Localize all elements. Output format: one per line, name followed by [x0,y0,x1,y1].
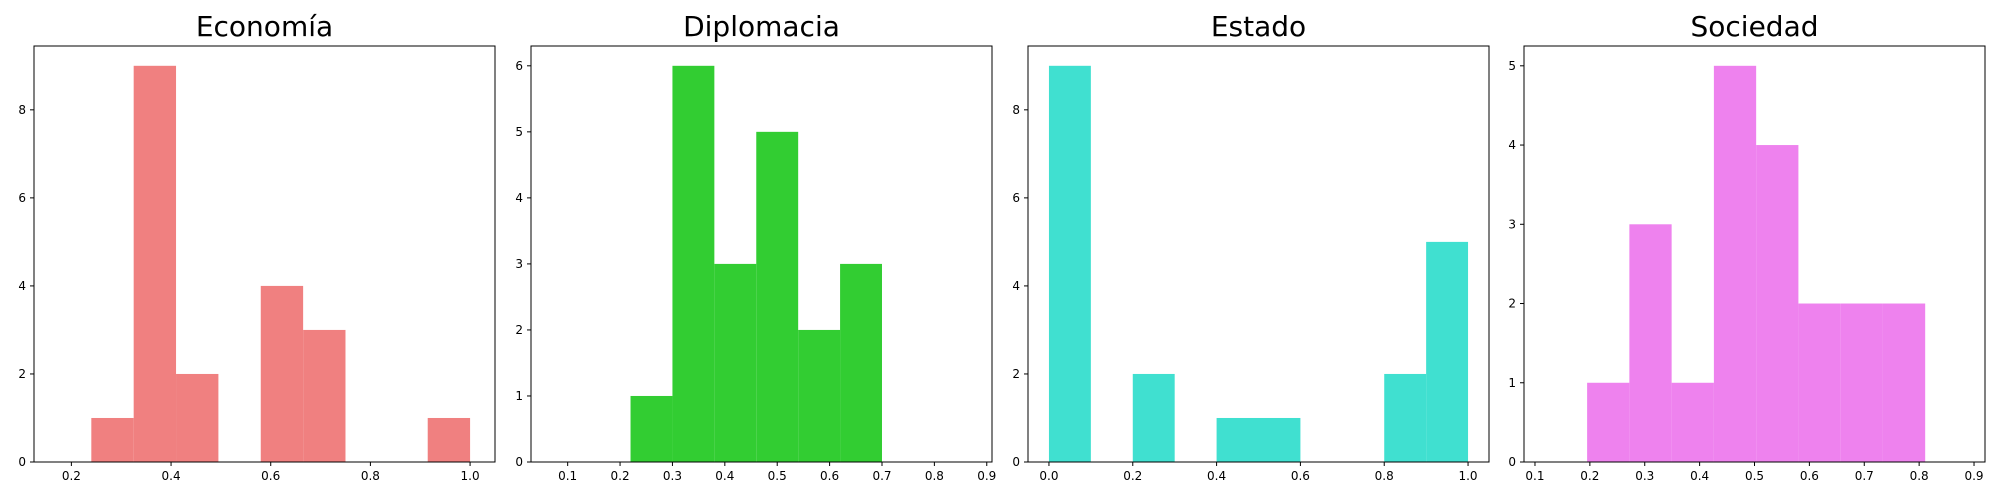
panel-sociedad: 0.1 0.2 0.3 0.4 0.5 0.6 0.7 0.8 0.9 0 1 2 3 4 5 Socieda… [1508,10,1986,483]
estado-ytick-label: 4 [1012,279,1020,293]
estado-bar-0 [1048,65,1091,463]
economia-ytick-label: 8 [18,103,26,117]
sociedad-bar-0 [1587,382,1630,462]
diplomacia-xtick-label: 0.8 [925,469,944,483]
diplomacia-bar-2 [714,263,757,462]
economia-ytick-label: 2 [18,367,26,381]
economia-xtick-label: 0.4 [162,469,181,483]
economia-bar-5 [303,329,346,462]
panel-economia: 0.2 0.4 0.6 0.8 1.0 0 2 4 6 8 Economía [18,10,496,483]
economia-xtick-label: 0.8 [361,469,380,483]
estado-bar-8 [1384,373,1427,462]
economia-bar-8 [427,417,471,462]
estado-ytick-label: 8 [1012,103,1020,117]
estado-axes-frame [1027,45,1490,463]
estado-ytick-label: 2 [1012,367,1020,381]
economia-ytick-label: 6 [18,191,26,205]
economia-ytick-label: 0 [18,455,26,469]
sociedad-ytick-label: 1 [1508,376,1516,390]
sociedad-bar-1 [1629,224,1672,462]
sociedad-ytick-label: 0 [1508,455,1516,469]
economia-xtick-label: 0.6 [261,469,280,483]
estado-ytick-label: 6 [1012,191,1020,205]
economia-title: Economía [196,10,333,43]
estado-ytick-label: 0 [1012,455,1020,469]
economia-xtick-label: 0.2 [62,469,81,483]
estado-bar-9 [1426,241,1469,462]
sociedad-xtick-label: 0.7 [1855,469,1874,483]
sociedad-bar-6 [1840,303,1883,462]
economia-xtick-label: 1.0 [461,469,480,483]
diplomacia-title: Diplomacia [683,10,840,43]
sociedad-bar-3 [1713,65,1757,463]
sociedad-bar-5 [1798,303,1841,462]
sociedad-xtick-label: 0.3 [1635,469,1654,483]
sociedad-xtick-label: 0.1 [1525,469,1544,483]
diplomacia-bar-3 [756,131,799,463]
economia-bar-4 [260,285,304,462]
economia-bar-2 [176,373,219,462]
diplomacia-axes-frame [530,45,993,463]
diplomacia-ytick-label: 1 [515,389,523,403]
sociedad-ytick-label: 5 [1508,59,1516,73]
sociedad-xtick-label: 0.8 [1910,469,1929,483]
diplomacia-xtick-label: 0.4 [715,469,734,483]
economia-axes-frame [33,45,496,463]
estado-bar-5 [1258,417,1301,462]
estado-bar-4 [1216,417,1259,462]
diplomacia-ytick-label: 0 [515,455,523,469]
estado-xtick-label: 0.8 [1375,469,1394,483]
diplomacia-xtick-label: 0.3 [663,469,682,483]
diplomacia-bar-1 [672,65,715,463]
sociedad-xtick-label: 0.2 [1580,469,1599,483]
sociedad-bar-4 [1756,145,1799,463]
sociedad-xtick-label: 0.6 [1800,469,1819,483]
panel-estado: 0.0 0.2 0.4 0.6 0.8 1.0 0 2 4 6 8 Estado [1012,10,1490,483]
estado-title: Estado [1211,10,1306,43]
sociedad-ytick-label: 4 [1508,138,1516,152]
estado-xtick-label: 0.0 [1039,469,1058,483]
estado-xtick-label: 0.2 [1123,469,1142,483]
estado-bar-2 [1132,373,1175,462]
diplomacia-ytick-label: 2 [515,323,523,337]
estado-xtick-label: 0.4 [1207,469,1226,483]
diplomacia-bar-0 [630,395,673,462]
diplomacia-xtick-label: 0.2 [611,469,630,483]
sociedad-xtick-label: 0.9 [1964,469,1983,483]
diplomacia-ytick-label: 5 [515,125,523,139]
diplomacia-xtick-label: 0.1 [558,469,577,483]
diplomacia-ytick-label: 4 [515,191,523,205]
estado-xtick-label: 1.0 [1458,469,1477,483]
sociedad-title: Sociedad [1690,10,1818,43]
economia-bar-1 [133,65,177,463]
sociedad-xtick-label: 0.4 [1690,469,1709,483]
diplomacia-xtick-label: 0.6 [820,469,839,483]
diplomacia-xtick-label: 0.9 [977,469,996,483]
economia-bar-0 [91,417,134,462]
sociedad-ytick-label: 2 [1508,297,1516,311]
sociedad-bar-7 [1882,303,1926,462]
diplomacia-ytick-label: 3 [515,257,523,271]
sociedad-ytick-label: 3 [1508,217,1516,231]
diplomacia-bar-4 [798,329,841,462]
sociedad-xtick-label: 0.5 [1745,469,1764,483]
sociedad-bar-2 [1671,382,1714,462]
diplomacia-xtick-label: 0.7 [872,469,891,483]
estado-xtick-label: 0.6 [1291,469,1310,483]
diplomacia-bar-5 [840,263,882,462]
diplomacia-ytick-label: 6 [515,59,523,73]
panel-diplomacia: 0.1 0.2 0.3 0.4 0.5 0.6 0.7 0.8 0.9 0 1 2 3 4 5 6 Diplom… [515,10,996,483]
economia-ytick-label: 4 [18,279,26,293]
diplomacia-xtick-label: 0.5 [768,469,787,483]
